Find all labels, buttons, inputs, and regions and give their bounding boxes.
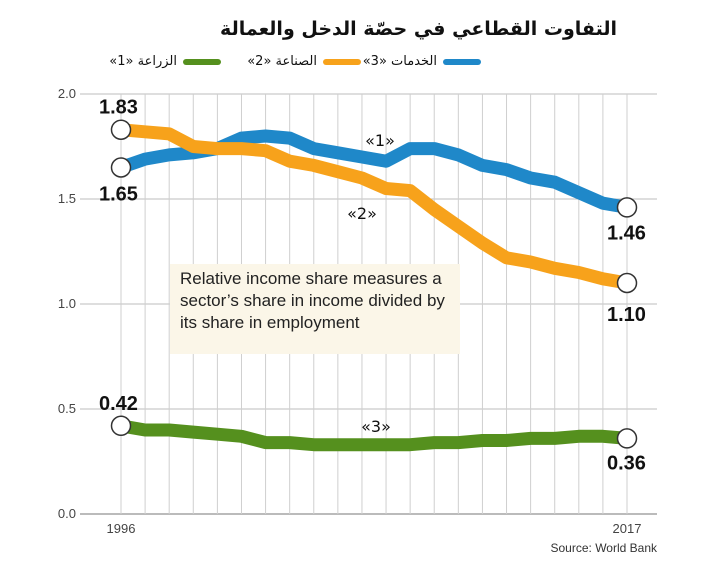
legend-item-industry: الصناعة «2» bbox=[247, 54, 361, 69]
legend-label-industry: الصناعة «2» bbox=[247, 54, 317, 69]
y-tick-label: 2.0 bbox=[58, 86, 76, 101]
y-tick-label: 0.0 bbox=[58, 506, 76, 521]
source-note: Source: World Bank bbox=[550, 541, 658, 555]
start-value-label-3: 0.42 bbox=[99, 393, 138, 415]
end-marker-2 bbox=[616, 272, 638, 294]
end-value-label-3: 0.36 bbox=[607, 452, 646, 474]
legend-item-services: الخدمات «3» bbox=[363, 54, 481, 69]
legend-label-agriculture: الزراعة «1» bbox=[109, 54, 177, 69]
series-line-2 bbox=[114, 123, 634, 290]
chart-markers: 1.65 1.46 «1» 1.83 1.10 «2» 0.42 0.36 «3» bbox=[99, 97, 646, 475]
y-tick-label: 1.0 bbox=[58, 296, 76, 311]
start-marker-3 bbox=[110, 415, 132, 437]
start-value-label-2: 1.83 bbox=[99, 97, 138, 119]
legend-swatch-services bbox=[443, 58, 481, 65]
chart-title: التفاوت القطاعي في حصّة الدخل والعمالة bbox=[220, 18, 617, 40]
start-value-label-1: 1.65 bbox=[99, 184, 138, 206]
end-marker-3 bbox=[616, 428, 638, 449]
annotation-box: Relative income share measures a sector’… bbox=[170, 264, 460, 354]
x-tick-label: 1996 bbox=[107, 521, 136, 536]
series-line-3 bbox=[114, 419, 634, 452]
series-inline-label-2: «2» bbox=[347, 204, 377, 223]
chart-series bbox=[114, 123, 634, 452]
end-marker-1 bbox=[616, 197, 638, 218]
legend-item-agriculture: الزراعة «1» bbox=[109, 54, 221, 69]
annotation-text: Relative income share measures a sector’… bbox=[180, 269, 445, 332]
series-inline-label-3: «3» bbox=[361, 417, 391, 436]
series-inline-label-1: «1» bbox=[365, 131, 395, 150]
start-marker-2 bbox=[110, 119, 132, 140]
y-tick-label: 1.5 bbox=[58, 191, 76, 206]
start-marker-1 bbox=[110, 157, 132, 178]
y-tick-label: 0.5 bbox=[58, 401, 76, 416]
legend-label-services: الخدمات «3» bbox=[362, 54, 437, 69]
chart-axes: 0.0 0.5 1.0 1.5 2.0 1996 2017 bbox=[58, 86, 642, 536]
x-tick-label: 2017 bbox=[613, 521, 642, 536]
end-value-label-2: 1.10 bbox=[607, 304, 646, 326]
legend-swatch-industry bbox=[323, 58, 361, 65]
legend-swatch-agriculture bbox=[183, 58, 221, 65]
end-value-label-1: 1.46 bbox=[607, 222, 646, 244]
